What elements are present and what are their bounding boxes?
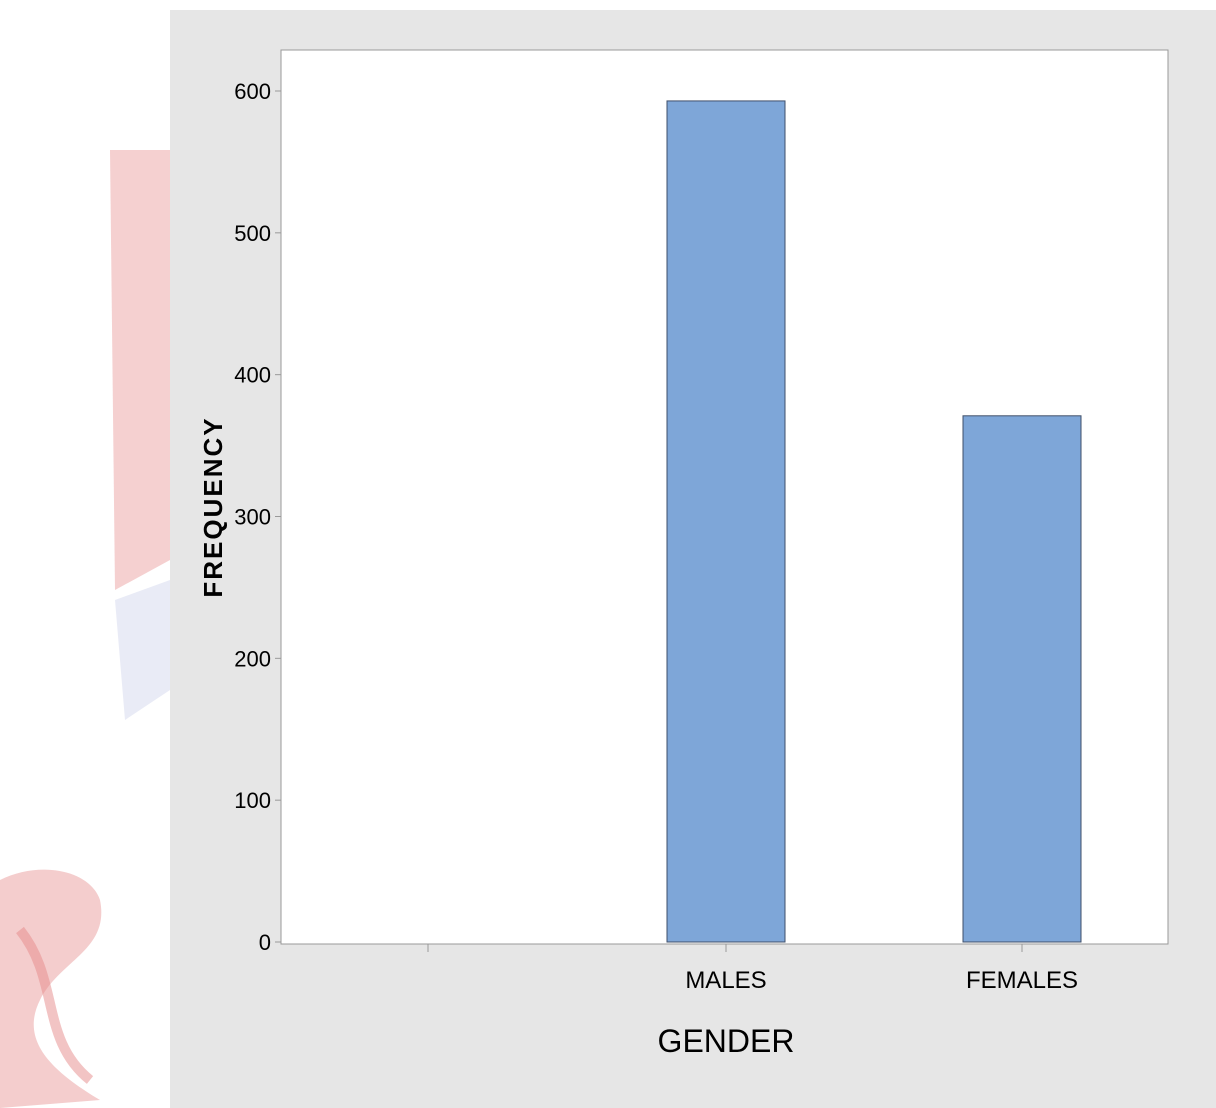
y-tick-label: 300 <box>234 505 271 530</box>
crest-watermark-icon <box>0 150 170 1108</box>
y-tick-label: 200 <box>234 646 271 671</box>
bar-females <box>962 415 1082 943</box>
bars-group <box>666 100 1082 943</box>
chart-svg: 0 100 200 300 400 500 600 MALES FEMALES FREQUEN… <box>198 49 1169 1059</box>
chart-panel: 0 100 200 300 400 500 600 MALES FEMALES FREQUEN… <box>170 10 1216 1108</box>
y-tick-label: 400 <box>234 363 271 388</box>
y-tick-label: 100 <box>234 788 271 813</box>
x-axis-ticks: MALES FEMALES <box>427 944 1078 994</box>
bar-males <box>666 100 786 943</box>
y-tick-label: 600 <box>234 79 271 104</box>
y-tick-label: 500 <box>234 221 271 246</box>
y-axis-ticks: 0 100 200 300 400 500 600 <box>234 79 281 955</box>
y-axis-label: FREQUENCY <box>198 416 228 597</box>
x-axis-label: GENDER <box>658 1023 795 1059</box>
y-tick-label: 0 <box>259 930 271 955</box>
x-tick-label-females: FEMALES <box>966 967 1078 994</box>
x-tick-label-males: MALES <box>685 967 766 994</box>
